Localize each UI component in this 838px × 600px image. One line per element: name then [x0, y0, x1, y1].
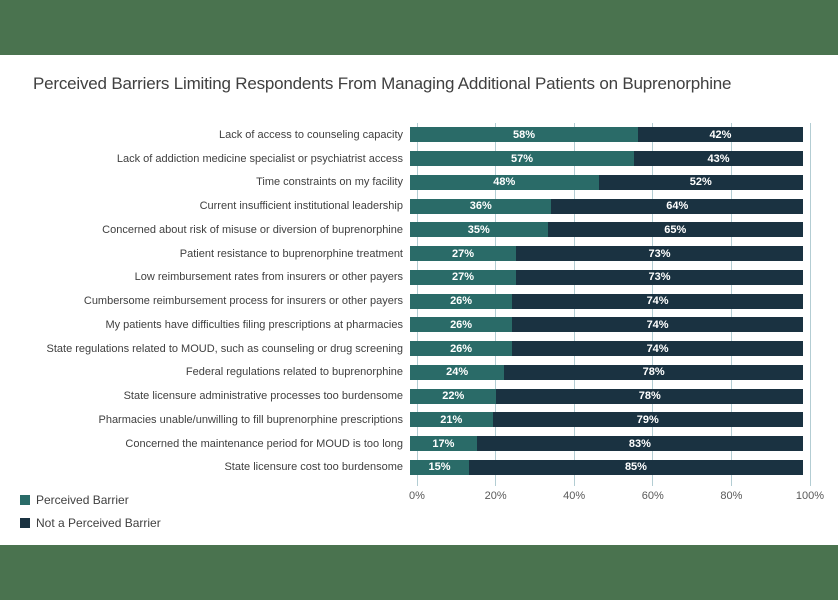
bar-segment-perceived: 27% [410, 246, 517, 262]
bar-segment-not-perceived: 83% [476, 436, 803, 452]
x-tick-label: 20% [484, 490, 507, 502]
bar-row: Cumbersome reimbursement process for ins… [17, 289, 810, 313]
bar-track: 26% 74% [410, 293, 803, 309]
x-tick-label: 40% [563, 490, 586, 502]
legend-label: Not a Perceived Barrier [36, 515, 161, 530]
bottom-banner [0, 545, 838, 600]
x-axis: 0% 20% 40% 60% 80% 100% [409, 490, 824, 504]
bar-track: 26% 74% [410, 317, 803, 333]
bar-track: 17% 83% [410, 436, 803, 452]
bar-track: 27% 73% [410, 269, 803, 285]
bar-track: 24% 78% [410, 364, 803, 380]
bar-row: Concerned about risk of misuse or divers… [17, 218, 810, 242]
bar-row: Lack of access to counseling capacity 58%… [17, 123, 810, 147]
bar-segment-not-perceived: 78% [496, 388, 803, 404]
category-label: State licensure administrative processes… [123, 390, 403, 403]
bar-rows: Lack of access to counseling capacity 58%… [17, 123, 810, 479]
bar-track: 27% 73% [410, 246, 803, 262]
legend-item: Perceived Barrier [20, 491, 161, 508]
legend-item: Not a Perceived Barrier [20, 514, 161, 531]
legend-swatch-icon [20, 517, 30, 528]
bar-row: Patient resistance to buprenorphine trea… [17, 242, 810, 266]
bar-track: 22% 78% [410, 388, 803, 404]
bar-segment-not-perceived: 52% [598, 174, 803, 190]
chart-title: Perceived Barriers Limiting Respondents … [33, 74, 732, 93]
bar-row: Pharmacies unable/unwilling to fill bupr… [17, 408, 810, 432]
bar-row: Time constraints on my facility 48% 52% [17, 171, 810, 195]
x-tick-label: 100% [795, 490, 825, 502]
category-label: Lack of access to counseling capacity [218, 128, 403, 141]
bar-segment-perceived: 22% [410, 388, 497, 404]
bar-segment-perceived: 26% [410, 293, 513, 309]
bar-row: My patients have difficulties filing pre… [17, 313, 810, 337]
bar-track: 36% 64% [410, 198, 803, 214]
category-label: Low reimbursement rates from insurers or… [134, 271, 403, 284]
bar-row: Current insufficient institutional leade… [17, 194, 810, 218]
bar-segment-not-perceived: 42% [637, 127, 803, 143]
bar-segment-perceived: 35% [410, 222, 548, 238]
category-label: State regulations related to MOUD, such … [46, 342, 403, 355]
bar-segment-not-perceived: 43% [634, 151, 803, 167]
category-label: Concerned about risk of misuse or divers… [102, 223, 403, 236]
bar-segment-perceived: 57% [410, 151, 634, 167]
bar-segment-not-perceived: 85% [468, 459, 803, 475]
bar-segment-not-perceived: 79% [492, 412, 803, 428]
category-label: My patients have difficulties filing pre… [105, 318, 403, 331]
category-label: State licensure cost too burdensome [224, 461, 403, 474]
bar-segment-not-perceived: 74% [512, 317, 803, 333]
bar-segment-perceived: 26% [410, 317, 513, 333]
bar-row: State licensure cost too burdensome 15% 85… [17, 456, 810, 480]
bar-segment-perceived: 58% [410, 127, 638, 143]
legend: Perceived Barrier Not a Perceived Barrier [20, 491, 161, 537]
bar-segment-perceived: 27% [410, 269, 517, 285]
category-label: Federal regulations related to buprenorp… [185, 366, 403, 379]
category-label: Concerned the maintenance period for MOU… [125, 437, 403, 450]
x-tick-label: 60% [641, 490, 664, 502]
bar-segment-not-perceived: 73% [516, 246, 803, 262]
bar-segment-not-perceived: 74% [512, 293, 803, 309]
bar-segment-not-perceived: 64% [551, 198, 803, 214]
category-label: Lack of addiction medicine specialist or… [116, 152, 403, 165]
legend-swatch-icon [20, 494, 30, 505]
bar-track: 58% 42% [410, 127, 803, 143]
bar-row: Low reimbursement rates from insurers or… [17, 266, 810, 290]
category-label: Current insufficient institutional leade… [199, 200, 403, 213]
bar-segment-not-perceived: 78% [504, 364, 803, 380]
bar-track: 48% 52% [410, 174, 803, 190]
category-label: Cumbersome reimbursement process for ins… [83, 295, 403, 308]
category-label: Pharmacies unable/unwilling to fill bupr… [98, 413, 403, 426]
bar-track: 26% 74% [410, 341, 803, 357]
bar-segment-perceived: 36% [410, 198, 552, 214]
bar-track: 35% 65% [410, 222, 803, 238]
bar-row: State licensure administrative processes… [17, 384, 810, 408]
bar-segment-perceived: 24% [410, 364, 505, 380]
gridline-100% [809, 123, 811, 486]
bar-segment-perceived: 26% [410, 341, 513, 357]
legend-label: Perceived Barrier [36, 492, 129, 507]
bar-track: 57% 43% [410, 151, 803, 167]
bar-track: 15% 85% [410, 459, 803, 475]
bar-segment-perceived: 15% [410, 459, 469, 475]
bar-row: State regulations related to MOUD, such … [17, 337, 810, 361]
bar-segment-not-perceived: 74% [512, 341, 803, 357]
bar-track: 21% 79% [410, 412, 803, 428]
bar-segment-not-perceived: 65% [547, 222, 803, 238]
bar-row: Federal regulations related to buprenorp… [17, 361, 810, 385]
bar-segment-perceived: 17% [410, 436, 477, 452]
bar-segment-perceived: 21% [410, 412, 493, 428]
x-tick-label: 0% [409, 490, 425, 502]
x-tick-label: 80% [720, 490, 743, 502]
top-banner [0, 0, 838, 55]
category-label: Patient resistance to buprenorphine trea… [179, 247, 403, 260]
bar-row: Concerned the maintenance period for MOU… [17, 432, 810, 456]
bar-segment-not-perceived: 73% [516, 269, 803, 285]
bar-row: Lack of addiction medicine specialist or… [17, 147, 810, 171]
bar-segment-perceived: 48% [410, 174, 599, 190]
category-label: Time constraints on my facility [256, 176, 403, 189]
